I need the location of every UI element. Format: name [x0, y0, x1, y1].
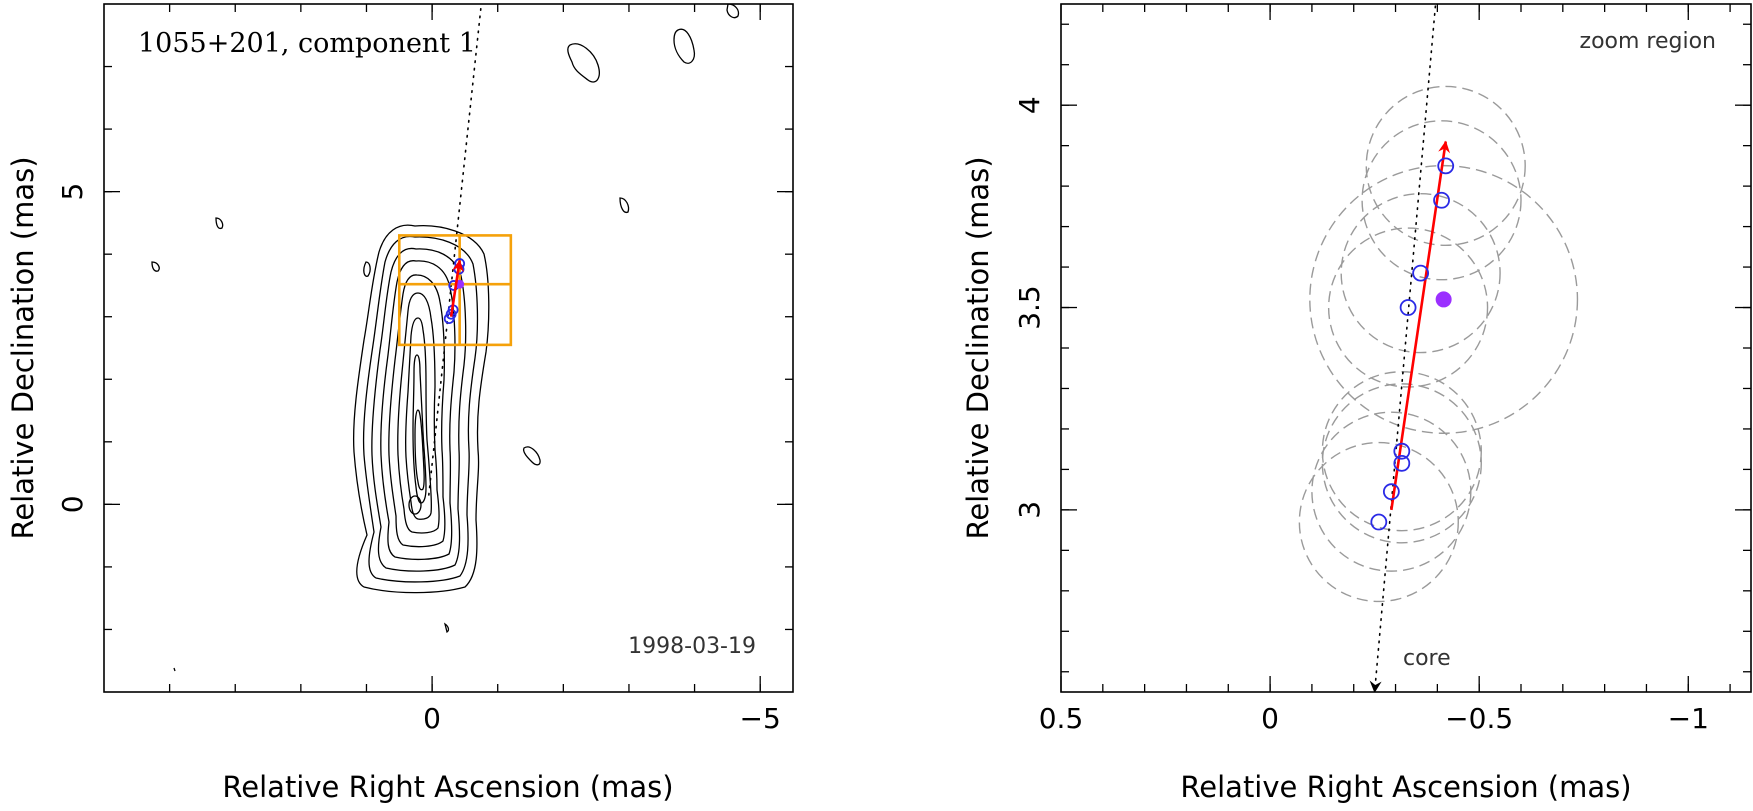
- uncertainty-circle: [1361, 120, 1522, 281]
- left-dynamic-layer: [397, 4, 513, 496]
- zoom-region-box: [397, 234, 513, 347]
- uncertainty-circle: [1321, 383, 1482, 544]
- component-marker: [1433, 191, 1450, 209]
- left-x-tick-label: 0: [423, 702, 441, 735]
- contour-level-5: [388, 274, 446, 548]
- contour-blob: [726, 4, 740, 19]
- left-y-tick-label: 0: [56, 495, 89, 513]
- right-y-tick-label: 4: [1013, 96, 1046, 114]
- right-plot-area: [1298, 4, 1579, 692]
- contour-blob: [215, 217, 224, 230]
- left-x-axis-label: Relative Right Ascension (mas): [222, 770, 673, 804]
- contour-blob: [619, 197, 630, 214]
- left-y-tick-label: 5: [56, 183, 89, 201]
- core-label: core: [1403, 646, 1451, 671]
- highlighted-component: [1435, 291, 1452, 308]
- right-x-tick-label: 0.5: [1039, 702, 1084, 735]
- core-direction-line: [1369, 4, 1437, 692]
- right-dynamic-layer: [1298, 4, 1579, 692]
- uncertainty-circle: [1309, 164, 1579, 434]
- left-axis-ticks: 0 −5 0 5: [56, 4, 793, 735]
- contour-core: [408, 495, 422, 515]
- motion-vector: [449, 259, 464, 317]
- right-y-tick-label: 3: [1013, 501, 1046, 519]
- uncertainty-circle: [1365, 85, 1526, 247]
- right-y-axis-label: Relative Declination (mas): [961, 156, 995, 539]
- uncertainty-circle: [1327, 227, 1489, 388]
- contour-blob: [443, 622, 450, 634]
- left-plot-area: [151, 4, 740, 672]
- right-axis-ticks: 0.5 0 −0.5 −1 3 3.5 4: [1013, 4, 1751, 735]
- component-marker: [1399, 299, 1417, 316]
- left-panel-title: 1055+201, component 1: [138, 28, 476, 59]
- contour-blob: [363, 261, 371, 277]
- contour-blob: [151, 261, 160, 272]
- right-y-tick-label: 3.5: [1013, 285, 1046, 330]
- component-marker: [1370, 513, 1388, 531]
- left-x-tick-label: −5: [740, 702, 781, 735]
- left-y-axis-label: Relative Declination (mas): [6, 156, 40, 539]
- contour-blob: [673, 28, 696, 64]
- contour-level-9: [414, 409, 425, 491]
- right-x-tick-label: 0: [1261, 702, 1279, 735]
- contour-level-6: [397, 292, 440, 534]
- contour-level-4: [380, 260, 456, 561]
- contour-level-2: [362, 235, 479, 583]
- uncertainty-circle: [1321, 371, 1482, 532]
- component-marker: [1393, 442, 1411, 460]
- right-x-axis-label: Relative Right Ascension (mas): [1180, 770, 1631, 804]
- left-panel: 0 −5 0 5 1055+201, component 1 1998-03-19 R…: [6, 3, 794, 804]
- uncertainty-circle: [1311, 411, 1472, 572]
- jet-ridge-line: [428, 4, 483, 496]
- component-marker: [1437, 157, 1455, 175]
- uncertainty-circle: [1298, 441, 1459, 603]
- right-plot-frame: [1060, 3, 1752, 693]
- uncertainty-circle: [1340, 192, 1501, 354]
- contour-level-7: [404, 317, 433, 520]
- contour-blob: [173, 667, 176, 672]
- right-x-tick-label: −1: [1668, 702, 1709, 735]
- component-marker: [1382, 483, 1400, 501]
- right-panel: 0.5 0 −0.5 −1 3 3.5 4 zoom region core Relativ…: [961, 3, 1752, 804]
- zoom-region-label: zoom region: [1580, 29, 1716, 54]
- contour-blob: [522, 446, 541, 466]
- left-plot-frame: [103, 3, 794, 693]
- contour-blob: [567, 43, 600, 83]
- component-marker: [1393, 454, 1411, 472]
- motion-vector: [1390, 140, 1451, 511]
- contour-level-3: [371, 247, 467, 572]
- contour-level-1: [352, 224, 490, 594]
- component-marker: [1412, 264, 1430, 282]
- right-x-tick-label: −0.5: [1445, 702, 1513, 735]
- contour-map: [151, 4, 740, 672]
- observation-date: 1998-03-19: [628, 634, 756, 659]
